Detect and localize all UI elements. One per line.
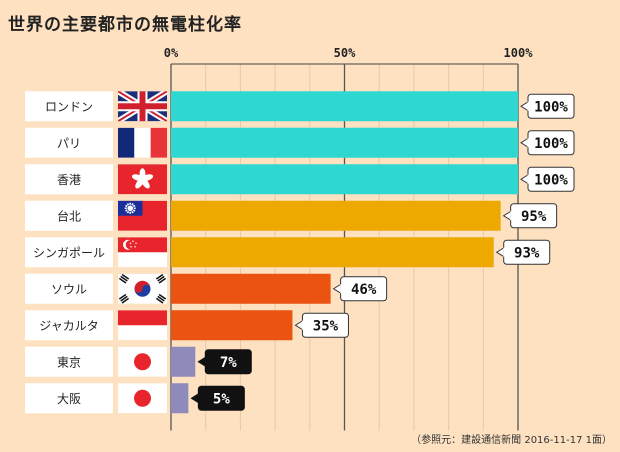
hongkong-flag-icon: [118, 164, 167, 195]
value-label-text: 46%: [351, 282, 377, 298]
value-label: 7%: [197, 349, 252, 375]
value-label: 5%: [190, 385, 245, 411]
value-label-text: 100%: [534, 99, 568, 115]
bar: [171, 273, 331, 304]
uk-flag-icon: [118, 91, 167, 122]
category-label: 香港: [57, 173, 81, 187]
category-label: 台北: [57, 208, 81, 223]
bar: [171, 164, 518, 195]
category-label-box: シンガポール: [25, 237, 113, 268]
value-label: 95%: [502, 203, 558, 229]
korea-flag-icon: [118, 273, 167, 304]
taiwan-flag-icon: [118, 200, 167, 231]
category-label-box: 東京: [25, 346, 113, 377]
indonesia-flag-icon: [118, 310, 167, 341]
value-label-text: 7%: [220, 355, 237, 371]
bar: [171, 383, 189, 414]
bar: [171, 237, 494, 268]
category-label-box: ジャカルタ: [25, 310, 113, 341]
category-label: ロンドン: [45, 100, 93, 114]
value-label-text: 100%: [534, 172, 568, 188]
tick-label: 50%: [334, 46, 356, 60]
bar: [171, 310, 293, 341]
category-label: ソウル: [51, 282, 87, 296]
category-label-box: 大阪: [25, 383, 113, 414]
france-flag-icon: [118, 127, 167, 158]
category-label: 大阪: [57, 392, 81, 406]
category-label-box: ロンドン: [25, 91, 113, 122]
value-label: 100%: [520, 93, 575, 119]
category-label-box: ソウル: [25, 273, 113, 304]
bar: [171, 91, 518, 122]
bar: [171, 127, 518, 158]
value-label-text: 35%: [313, 318, 339, 334]
category-label-box: パリ: [25, 127, 113, 158]
category-label: 東京: [57, 355, 81, 369]
value-label: 35%: [294, 312, 349, 338]
japan-flag-icon: [118, 383, 167, 414]
value-label-text: 95%: [521, 209, 547, 225]
value-label: 100%: [520, 130, 575, 156]
value-label: 100%: [520, 166, 575, 192]
bar: [171, 200, 501, 231]
value-label-text: 5%: [213, 391, 230, 407]
value-label-text: 93%: [514, 245, 540, 261]
category-label: ジャカルタ: [39, 319, 98, 333]
japan-flag-icon: [118, 346, 167, 377]
category-label-box: 香港: [25, 164, 113, 195]
chart-title: 世界の主要都市の無電柱化率: [8, 15, 242, 35]
value-label: 93%: [495, 239, 551, 265]
tick-label: 0%: [164, 46, 179, 60]
singapore-flag-icon: [118, 237, 167, 268]
category-label: シンガポール: [33, 246, 105, 260]
category-label-box: 台北: [25, 200, 113, 231]
source-note: （参照元：建設通信新聞 2016-11-17 1面）: [411, 435, 612, 446]
value-label-text: 100%: [534, 136, 568, 152]
value-label: 46%: [332, 276, 388, 302]
bar: [171, 346, 196, 377]
category-label: パリ: [57, 136, 81, 150]
tick-label: 100%: [504, 46, 534, 60]
